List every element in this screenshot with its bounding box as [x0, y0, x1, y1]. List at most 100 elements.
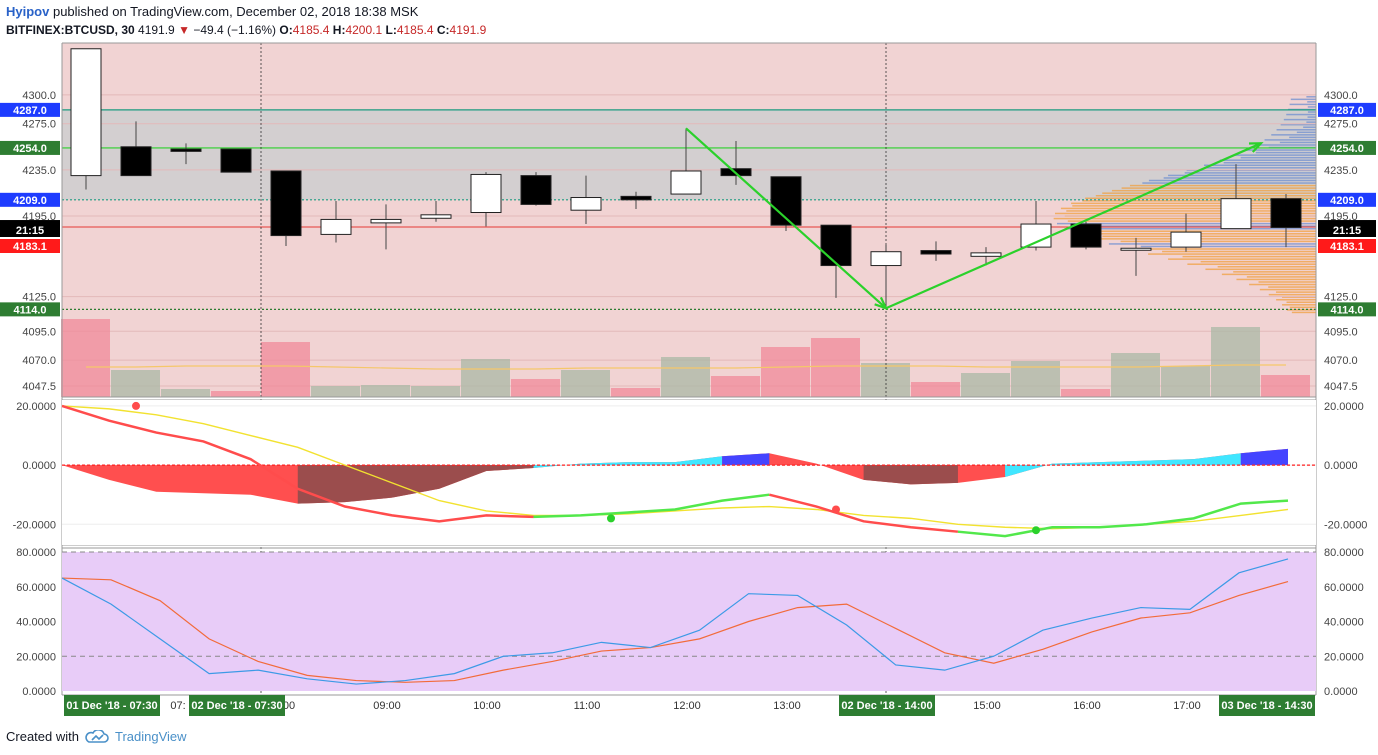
price-tick-right: 4047.5: [1324, 381, 1358, 393]
profile-bar: [1128, 248, 1316, 250]
tradingview-link[interactable]: TradingView: [114, 729, 187, 744]
symbol-name: BITFINEX:BTCUSD, 30: [6, 23, 135, 37]
profile-bar: [1223, 161, 1316, 164]
stoch-orange-line: [61, 577, 1289, 683]
profile-bar: [1120, 240, 1316, 243]
profile-bar: [1289, 306, 1316, 309]
profile-bar: [1163, 177, 1316, 179]
volume-bar: [411, 386, 460, 397]
profile-bar: [1102, 192, 1316, 194]
osc-blue-segment: [722, 453, 770, 466]
candle-body: [470, 173, 502, 214]
last-price: 4191.9: [138, 23, 175, 37]
profile-bar: [1168, 174, 1316, 177]
osc-signal-dot: [607, 514, 615, 523]
price-tag-left: 4183.1: [13, 241, 47, 253]
stoch-tick-left: 40.0000: [16, 617, 56, 629]
price-tick-left: 4125.0: [22, 292, 56, 304]
symbol-header: BITFINEX:BTCUSD, 30 4191.9 ▼ −49.4 (−1.1…: [6, 22, 486, 38]
volume-bar: [311, 386, 360, 397]
level-tag-right-bg: [1318, 302, 1376, 317]
profile-bar: [1186, 169, 1316, 172]
candle-body: [520, 175, 552, 205]
osc-tick-right: 0.0000: [1324, 460, 1358, 472]
profile-bar: [1282, 296, 1316, 298]
candle-body: [1070, 223, 1102, 248]
volume-bar: [1211, 327, 1260, 397]
profile-bar: [1184, 172, 1316, 174]
price-pane-bg: [62, 43, 1316, 397]
osc-tick-left: 0.0000: [22, 460, 56, 472]
osc-red-line: [769, 493, 959, 533]
countdown-tag-right-bg: [1318, 223, 1376, 237]
profile-bar: [1286, 113, 1316, 116]
profile-bar: [1268, 286, 1316, 288]
profile-bar: [1275, 291, 1316, 293]
volume-bar: [561, 370, 610, 397]
date-tag-bg: [1219, 695, 1315, 716]
osc-tick-left: -20.0000: [13, 519, 56, 531]
level-tag-right-bg: [1318, 140, 1376, 155]
profile-bar: [1290, 98, 1316, 101]
date-tag: 02 Dec '18 - 14:00: [841, 700, 932, 712]
time-tick: 15:00: [973, 700, 1001, 712]
profile-bar: [1282, 304, 1316, 306]
candle-body: [920, 250, 952, 255]
volume-bar: [1061, 389, 1110, 397]
profile-bar: [1060, 207, 1316, 210]
profile-bar: [1291, 311, 1316, 314]
profile-bar: [1168, 258, 1316, 260]
time-tick: 16:00: [1073, 700, 1101, 712]
profile-bar: [1286, 309, 1316, 311]
open-value: 4185.4: [292, 23, 330, 37]
osc-tick-right: 20.0000: [1324, 401, 1364, 413]
osc-green-line: [533, 493, 770, 519]
profile-bar: [1307, 111, 1316, 113]
countdown-tag-right: 21:15: [1333, 225, 1361, 237]
candle-body: [120, 146, 152, 177]
profile-bar: [1307, 106, 1316, 108]
profile-bar: [1217, 266, 1316, 268]
osc-dark-segment: [297, 465, 534, 504]
profile-bar: [1246, 149, 1316, 151]
publish-header: Hyipov published on TradingView.com, Dec…: [6, 4, 418, 20]
volume-bar: [61, 319, 110, 397]
profile-bar: [1249, 283, 1316, 286]
candle-body: [570, 197, 602, 211]
volume-bar: [361, 385, 410, 397]
profile-bar: [1071, 202, 1316, 205]
profile-bar: [1258, 281, 1316, 283]
osc-signal-dot: [132, 401, 140, 410]
high-label: H:: [332, 23, 346, 37]
candle-body: [670, 170, 702, 195]
price-tag-right-bg: [1318, 239, 1376, 253]
price-tick-left: 4070.0: [22, 355, 56, 367]
volume-bar: [911, 382, 960, 397]
profile-bar: [1259, 288, 1316, 291]
profile-bar: [1268, 293, 1316, 296]
profile-bar: [1219, 159, 1316, 161]
volume-bar: [761, 347, 810, 397]
volume-bar: [611, 388, 660, 397]
level-tag-right-bg: [1318, 102, 1376, 117]
candle-body: [320, 218, 352, 235]
annotation-arrowhead-up: [1248, 142, 1264, 153]
volume-bar: [1161, 366, 1210, 397]
profile-bar: [1072, 205, 1316, 207]
countdown-tag-left-bg: [0, 223, 60, 237]
price-tick-left: 4195.0: [22, 211, 56, 223]
volume-bar: [1111, 353, 1160, 397]
author-link[interactable]: Hyipov: [6, 4, 50, 19]
profile-bar: [1053, 217, 1316, 220]
candle-body: [1270, 198, 1302, 228]
profile-bar: [1306, 96, 1316, 98]
level-tag-right: 4114.0: [1330, 304, 1363, 316]
profile-bar: [1286, 301, 1316, 304]
profile-bar: [1182, 255, 1316, 258]
profile-bar: [1148, 253, 1316, 255]
osc-dark-segment: [863, 465, 958, 485]
profile-bar: [1303, 126, 1316, 128]
time-tick: 10:00: [473, 700, 501, 712]
profile-bar: [1200, 260, 1316, 263]
